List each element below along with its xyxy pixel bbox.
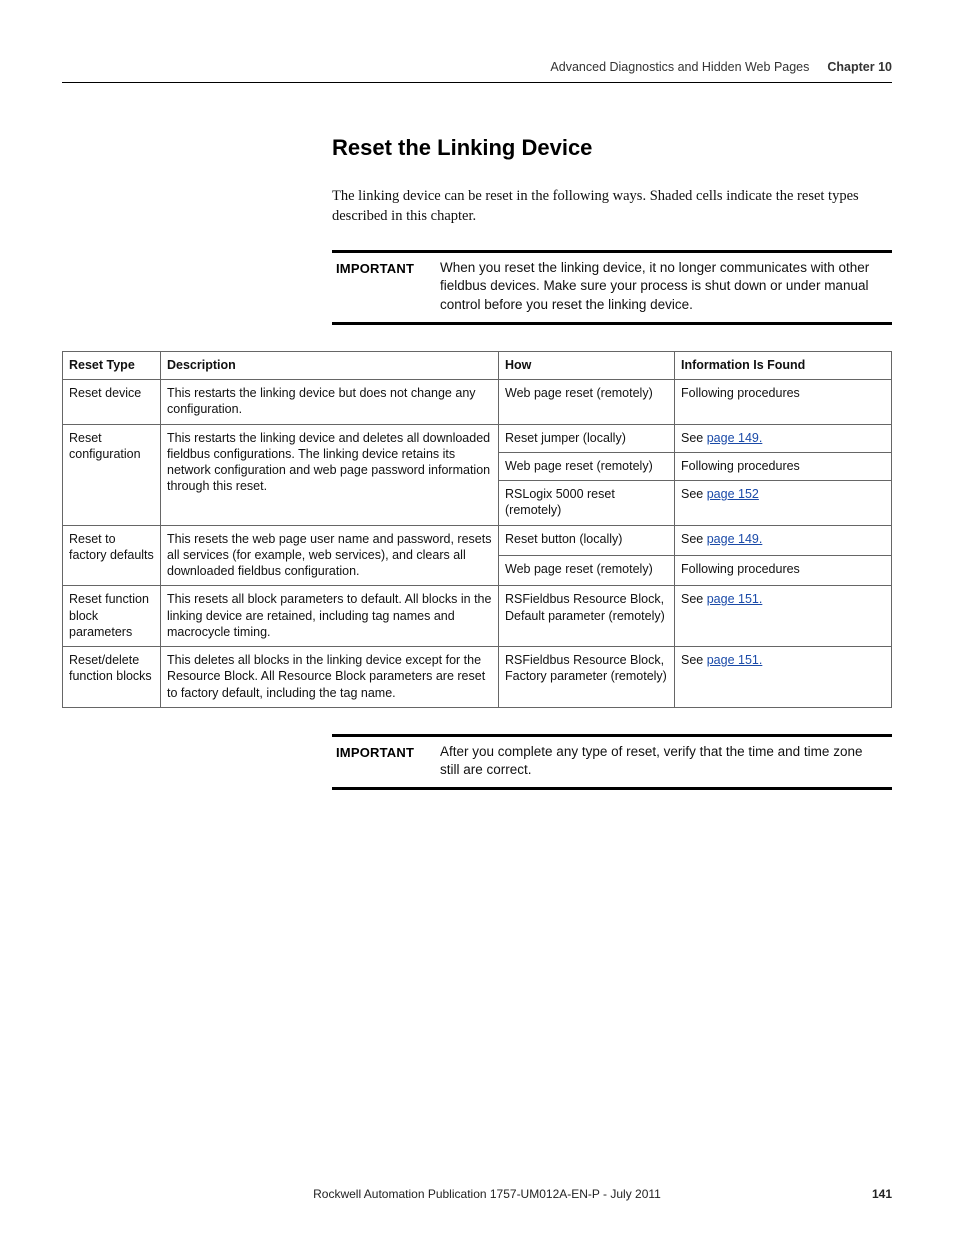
table-row: Reset/delete function blocksThis deletes… bbox=[63, 647, 892, 708]
page-link[interactable]: page 151. bbox=[707, 592, 763, 606]
important-box-1: IMPORTANT When you reset the linking dev… bbox=[332, 250, 892, 325]
intro-paragraph: The linking device can be reset in the f… bbox=[332, 187, 892, 226]
important-label: IMPORTANT bbox=[332, 259, 440, 314]
cell-info: See page 149. bbox=[675, 525, 892, 555]
cell-reset-type: Reset configuration bbox=[63, 424, 161, 525]
page-link[interactable]: page 149. bbox=[707, 431, 763, 445]
running-head: Advanced Diagnostics and Hidden Web Page… bbox=[62, 60, 892, 83]
th-reset-type: Reset Type bbox=[63, 351, 161, 379]
table-header-row: Reset Type Description How Information I… bbox=[63, 351, 892, 379]
cell-info: See page 151. bbox=[675, 647, 892, 708]
cell-info: Following procedures bbox=[675, 555, 892, 585]
info-prefix: See bbox=[681, 487, 707, 501]
page-link[interactable]: page 152 bbox=[707, 487, 759, 501]
cell-info: Following procedures bbox=[675, 380, 892, 425]
important-text: After you complete any type of reset, ve… bbox=[440, 743, 892, 779]
reset-table: Reset Type Description How Information I… bbox=[62, 351, 892, 708]
cell-reset-type: Reset to factory defaults bbox=[63, 525, 161, 586]
footer-publication: Rockwell Automation Publication 1757-UM0… bbox=[102, 1187, 872, 1201]
cell-how: RSFieldbus Resource Block, Default param… bbox=[499, 586, 675, 647]
cell-description: This restarts the linking device but doe… bbox=[161, 380, 499, 425]
page-footer: Rockwell Automation Publication 1757-UM0… bbox=[62, 1187, 892, 1201]
table-row: Reset to factory defaultsThis resets the… bbox=[63, 525, 892, 555]
important-box-2: IMPORTANT After you complete any type of… bbox=[332, 734, 892, 790]
cell-how: Reset jumper (locally) bbox=[499, 424, 675, 452]
table-row: Reset function block parametersThis rese… bbox=[63, 586, 892, 647]
info-prefix: See bbox=[681, 592, 707, 606]
cell-info: See page 152 bbox=[675, 481, 892, 526]
cell-how: RSFieldbus Resource Block, Factory param… bbox=[499, 647, 675, 708]
page-link[interactable]: page 149. bbox=[707, 532, 763, 546]
cell-how: Reset button (locally) bbox=[499, 525, 675, 555]
important-text: When you reset the linking device, it no… bbox=[440, 259, 892, 314]
cell-description: This resets the web page user name and p… bbox=[161, 525, 499, 586]
cell-description: This deletes all blocks in the linking d… bbox=[161, 647, 499, 708]
running-head-title: Advanced Diagnostics and Hidden Web Page… bbox=[550, 60, 809, 74]
page-link[interactable]: page 151. bbox=[707, 653, 763, 667]
cell-reset-type: Reset device bbox=[63, 380, 161, 425]
th-description: Description bbox=[161, 351, 499, 379]
footer-page-number: 141 bbox=[872, 1187, 892, 1201]
th-info: Information Is Found bbox=[675, 351, 892, 379]
cell-how: RSLogix 5000 reset (remotely) bbox=[499, 481, 675, 526]
cell-reset-type: Reset function block parameters bbox=[63, 586, 161, 647]
table-row: Reset deviceThis restarts the linking de… bbox=[63, 380, 892, 425]
table-row: Reset configurationThis restarts the lin… bbox=[63, 424, 892, 452]
th-how: How bbox=[499, 351, 675, 379]
info-prefix: See bbox=[681, 653, 707, 667]
running-head-chapter: Chapter 10 bbox=[827, 60, 892, 74]
cell-how: Web page reset (remotely) bbox=[499, 452, 675, 480]
cell-info: See page 149. bbox=[675, 424, 892, 452]
info-prefix: See bbox=[681, 431, 707, 445]
section-heading: Reset the Linking Device bbox=[332, 135, 892, 161]
important-label: IMPORTANT bbox=[332, 743, 440, 779]
cell-description: This resets all block parameters to defa… bbox=[161, 586, 499, 647]
cell-info: Following procedures bbox=[675, 452, 892, 480]
cell-how: Web page reset (remotely) bbox=[499, 380, 675, 425]
info-prefix: See bbox=[681, 532, 707, 546]
cell-how: Web page reset (remotely) bbox=[499, 555, 675, 585]
cell-info: See page 151. bbox=[675, 586, 892, 647]
cell-reset-type: Reset/delete function blocks bbox=[63, 647, 161, 708]
cell-description: This restarts the linking device and del… bbox=[161, 424, 499, 525]
